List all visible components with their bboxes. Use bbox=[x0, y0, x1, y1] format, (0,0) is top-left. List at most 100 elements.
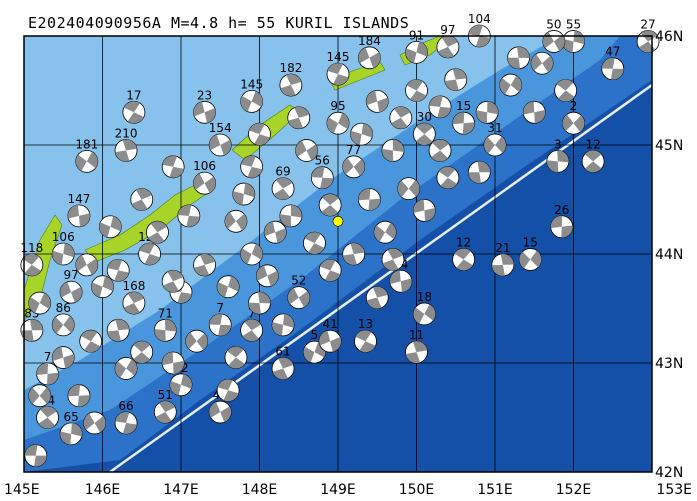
focal-mechanism[interactable] bbox=[444, 68, 468, 91]
focal-mechanism[interactable]: 145 bbox=[327, 50, 350, 86]
focal-mechanism[interactable]: 18 bbox=[412, 290, 436, 326]
focal-mechanism[interactable]: 95 bbox=[326, 99, 350, 135]
focal-mechanism[interactable] bbox=[106, 318, 130, 342]
focal-mechanism[interactable]: 51 bbox=[153, 388, 177, 424]
focal-mechanism[interactable]: 97 bbox=[59, 268, 83, 304]
focal-mechanism[interactable] bbox=[507, 46, 530, 70]
focal-mechanism[interactable]: 184 bbox=[358, 34, 381, 70]
focal-mechanism[interactable] bbox=[130, 340, 154, 364]
focal-mechanism[interactable]: 97 bbox=[436, 23, 460, 59]
focal-mechanism[interactable] bbox=[193, 253, 216, 277]
focal-mechanism[interactable] bbox=[342, 242, 366, 266]
focal-mechanism[interactable] bbox=[185, 329, 209, 353]
focal-mechanism[interactable]: 55 bbox=[562, 17, 585, 53]
focal-mechanism[interactable]: 77 bbox=[342, 143, 366, 179]
focal-mechanism[interactable]: 168 bbox=[122, 279, 145, 315]
focal-mechanism[interactable] bbox=[83, 411, 107, 435]
focal-mechanism[interactable]: 210 bbox=[115, 126, 138, 162]
focal-mechanism[interactable] bbox=[271, 313, 295, 337]
focal-mechanism[interactable]: 47 bbox=[601, 45, 625, 81]
focal-mechanism[interactable]: 65 bbox=[59, 410, 83, 446]
focal-mechanism[interactable]: 5 bbox=[303, 328, 326, 364]
focal-mechanism[interactable]: 147 bbox=[67, 192, 90, 228]
focal-mechanism[interactable] bbox=[216, 275, 240, 299]
focal-mechanism[interactable]: 66 bbox=[114, 399, 138, 435]
focal-mechanism[interactable] bbox=[130, 188, 154, 211]
focal-mechanism[interactable] bbox=[499, 73, 523, 97]
focal-mechanism[interactable] bbox=[428, 139, 452, 162]
focal-mechanism[interactable] bbox=[405, 79, 428, 102]
focal-mechanism[interactable] bbox=[161, 155, 185, 179]
focal-mechanism[interactable] bbox=[24, 444, 48, 468]
focal-mechanism[interactable]: 7 bbox=[240, 306, 264, 342]
focal-mechanism[interactable] bbox=[263, 220, 287, 244]
focal-mechanism[interactable]: 154 bbox=[209, 121, 232, 157]
focal-mechanism[interactable]: 26 bbox=[550, 203, 574, 239]
focal-mechanism[interactable]: 69 bbox=[271, 165, 295, 201]
focal-mechanism[interactable] bbox=[350, 122, 373, 146]
focal-mechanism[interactable] bbox=[224, 346, 248, 369]
focal-mechanism[interactable] bbox=[412, 198, 436, 222]
focal-mechanism[interactable] bbox=[530, 51, 554, 75]
focal-mechanism[interactable] bbox=[146, 220, 169, 244]
focal-mechanism[interactable] bbox=[177, 204, 201, 228]
focal-mechanism[interactable] bbox=[106, 258, 130, 282]
focal-mechanism[interactable] bbox=[428, 95, 452, 119]
focal-mechanism[interactable] bbox=[318, 258, 342, 282]
focal-mechanism[interactable] bbox=[28, 384, 52, 408]
focal-mechanism[interactable]: 23 bbox=[193, 88, 216, 124]
focal-mechanism[interactable] bbox=[232, 182, 256, 206]
focal-mechanism[interactable] bbox=[240, 155, 264, 179]
focal-mechanism[interactable] bbox=[67, 384, 91, 408]
focal-mechanism[interactable]: 91 bbox=[405, 28, 428, 64]
focal-mechanism[interactable] bbox=[475, 100, 499, 124]
focal-mechanism[interactable] bbox=[389, 106, 413, 130]
focal-mechanism[interactable] bbox=[318, 193, 342, 217]
focal-mechanism[interactable] bbox=[98, 215, 122, 239]
focal-mechanism[interactable] bbox=[397, 177, 421, 201]
focal-mechanism[interactable]: 15 bbox=[452, 99, 476, 135]
focal-mechanism[interactable] bbox=[51, 346, 75, 369]
focal-mechanism[interactable] bbox=[28, 291, 52, 315]
focal-mechanism[interactable] bbox=[224, 209, 248, 233]
focal-mechanism[interactable] bbox=[255, 264, 279, 288]
focal-mechanism[interactable]: 145 bbox=[240, 77, 263, 113]
focal-mechanism[interactable] bbox=[248, 122, 271, 146]
focal-mechanism[interactable] bbox=[75, 253, 99, 277]
focal-mechanism[interactable]: 12 bbox=[452, 235, 476, 271]
focal-mechanism[interactable]: 7 bbox=[36, 350, 59, 386]
focal-mechanism[interactable] bbox=[467, 160, 491, 184]
focal-mechanism[interactable]: 11 bbox=[405, 328, 428, 364]
focal-mechanism[interactable] bbox=[554, 79, 578, 102]
focal-mechanism[interactable]: 50 bbox=[542, 17, 566, 53]
focal-mechanism[interactable] bbox=[114, 357, 138, 380]
focal-mechanism[interactable] bbox=[161, 269, 185, 293]
focal-mechanism[interactable]: 21 bbox=[491, 241, 515, 277]
focal-mechanism[interactable]: 3 bbox=[546, 137, 570, 173]
main-event-marker[interactable] bbox=[332, 216, 344, 227]
focal-mechanism[interactable]: 118 bbox=[20, 241, 43, 277]
focal-mechanism[interactable] bbox=[381, 248, 405, 271]
focal-mechanism[interactable] bbox=[295, 139, 319, 162]
focal-mechanism[interactable] bbox=[357, 188, 381, 211]
focal-mechanism[interactable] bbox=[248, 291, 271, 315]
focal-mechanism[interactable] bbox=[216, 378, 240, 402]
focal-mechanism[interactable] bbox=[365, 286, 389, 310]
focal-mechanism[interactable]: 7 bbox=[208, 301, 232, 337]
focal-mechanism[interactable]: 13 bbox=[354, 317, 377, 353]
focal-mechanism[interactable] bbox=[522, 100, 546, 124]
focal-mechanism[interactable]: 106 bbox=[52, 230, 75, 266]
focal-mechanism[interactable]: 52 bbox=[287, 274, 311, 310]
focal-mechanism[interactable]: 104 bbox=[468, 12, 491, 48]
focal-mechanism[interactable] bbox=[365, 90, 389, 113]
focal-mechanism[interactable]: 86 bbox=[51, 301, 75, 337]
focal-mechanism[interactable] bbox=[91, 275, 114, 299]
focal-mechanism[interactable]: 15 bbox=[518, 235, 542, 271]
focal-mechanism[interactable] bbox=[240, 242, 264, 266]
focal-mechanism[interactable]: 181 bbox=[75, 137, 98, 173]
focal-mechanism[interactable]: 61 bbox=[271, 344, 295, 380]
focal-mechanism[interactable]: 56 bbox=[310, 154, 334, 190]
focal-mechanism[interactable]: 31 bbox=[483, 121, 507, 157]
focal-mechanism[interactable]: 12 bbox=[581, 137, 605, 173]
focal-mechanism[interactable] bbox=[161, 351, 185, 375]
